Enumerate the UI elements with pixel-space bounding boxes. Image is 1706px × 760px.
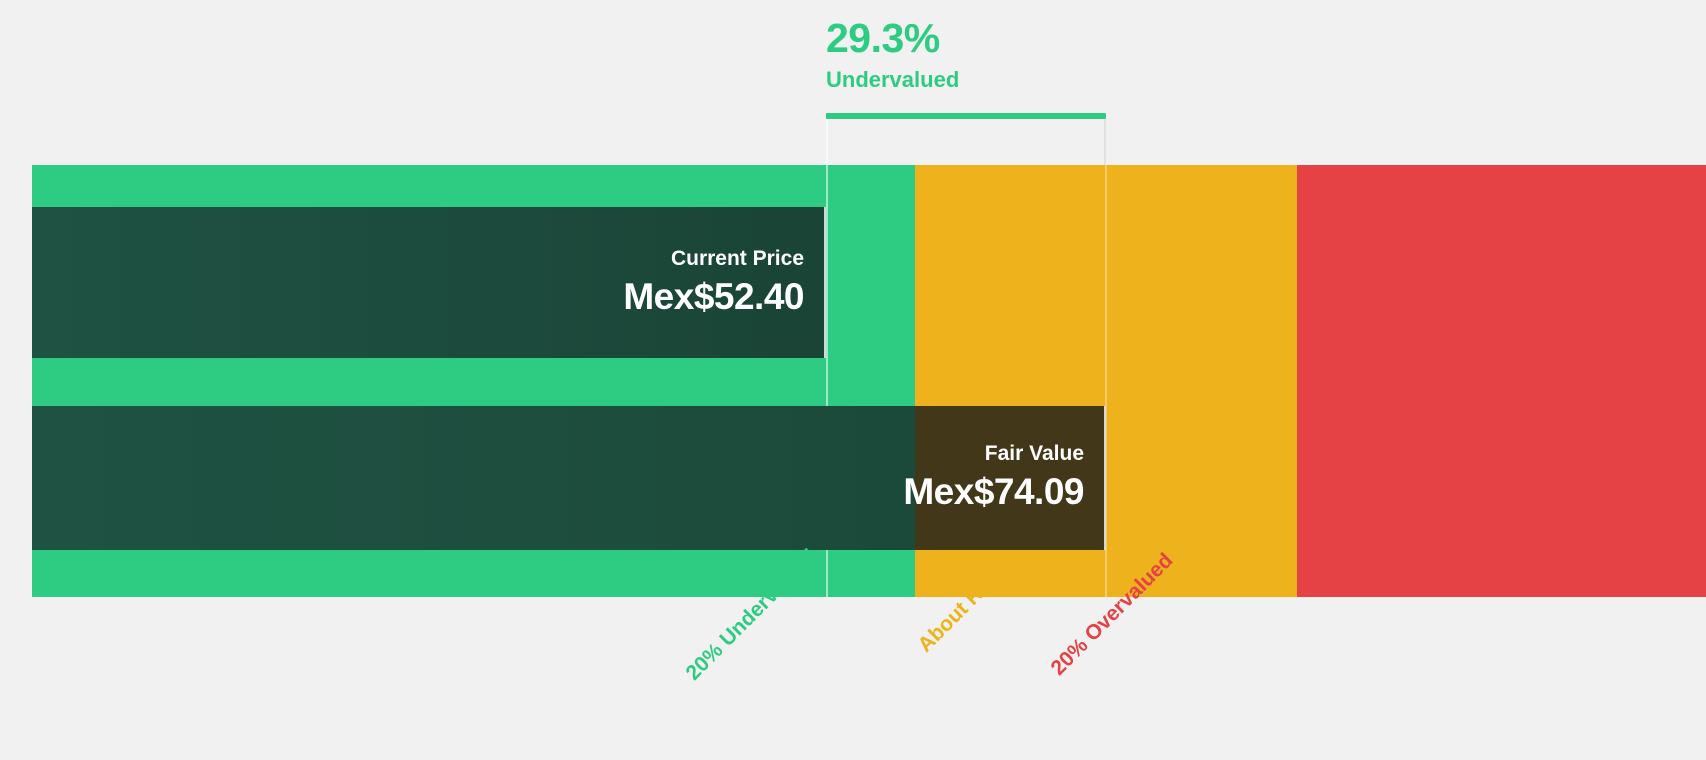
bar-fair-value-label: Fair Value [984, 442, 1084, 466]
zone-divider [1105, 165, 1107, 597]
valuation-state: Undervalued [826, 67, 960, 92]
bar-fair-value-amount: Mex$74.09 [903, 471, 1084, 513]
bar-current-price-fill [32, 207, 826, 358]
bar-current-price-edge [824, 207, 826, 358]
bar-fair-value: Fair Value Mex$74.09 [32, 406, 1106, 550]
bar-fair-value-labels: Fair Value Mex$74.09 [903, 406, 1084, 550]
bar-current-price-labels: Current Price Mex$52.40 [623, 207, 804, 358]
zone-band-overvalued [1297, 165, 1706, 597]
bar-current-price-label: Current Price [670, 246, 804, 270]
bar-fair-value-fill [32, 406, 1106, 550]
undervalued-marker-bar [826, 113, 1106, 119]
valuation-callout: 29.3% Undervalued [826, 18, 1246, 94]
valuation-percent: 29.3% [826, 15, 940, 61]
current-price-marker-line [826, 119, 828, 597]
marker-guide-secondary [1104, 119, 1106, 165]
bar-fair-value-edge [1104, 406, 1106, 550]
bar-current-price: Current Price Mex$52.40 [32, 207, 826, 358]
bar-current-price-amount: Mex$52.40 [623, 275, 804, 317]
